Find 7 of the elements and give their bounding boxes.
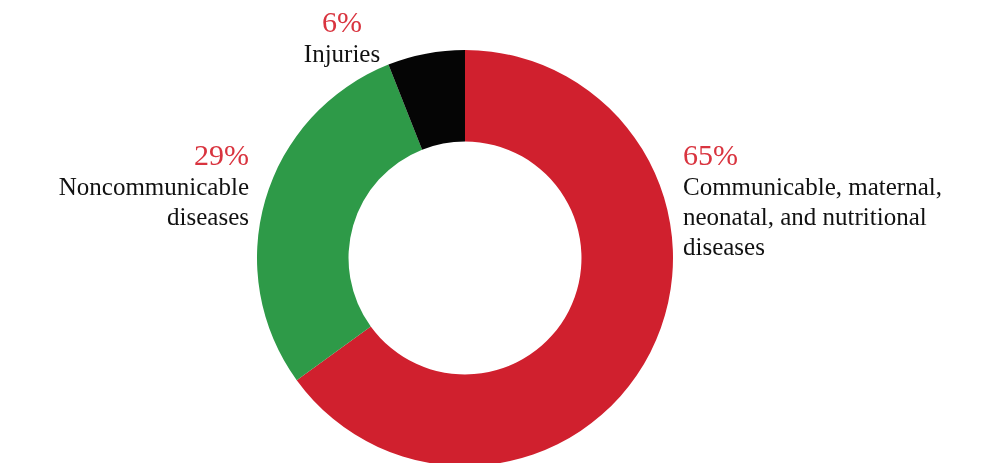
data-label: 65%: [683, 138, 738, 171]
slice-label: Communicable, maternal, neonatal, and nutritional diseases: [683, 173, 942, 260]
donut-slice: [388, 50, 465, 150]
data-label: 29%: [194, 138, 249, 171]
data-label: 6%: [322, 5, 362, 38]
slice-label: Injuries: [303, 40, 381, 67]
slice-label: Noncommunicable diseases: [58, 173, 249, 230]
